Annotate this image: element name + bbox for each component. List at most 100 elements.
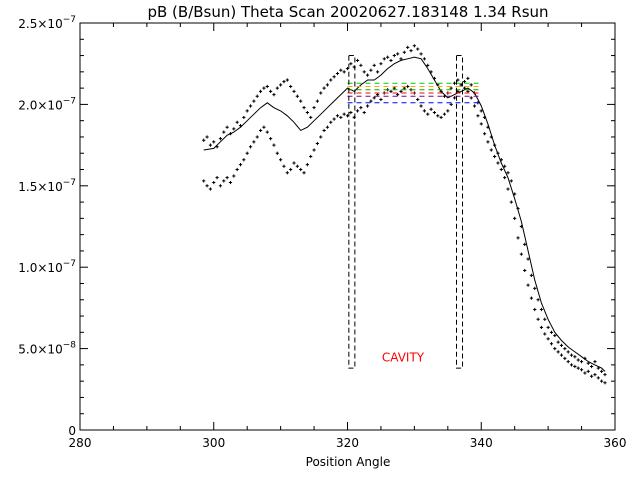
data-point [339,68,343,72]
data-point [289,84,293,89]
data-point [285,78,289,82]
data-point [543,317,547,321]
data-point [372,96,376,100]
data-point [499,167,503,172]
data-point [305,163,309,167]
data-point [225,125,229,129]
data-point [299,99,303,103]
data-point [596,366,600,370]
data-point [245,109,249,113]
point-series-2 [202,83,607,385]
data-point [315,99,320,103]
data-point [506,171,510,175]
data-point [372,63,376,67]
data-point [513,216,517,220]
data-point [533,307,537,312]
data-point [556,340,560,344]
x-tick-label: 280 [69,436,92,450]
cavity-boundary-box [456,55,464,369]
data-point [242,158,246,162]
data-point [275,151,279,155]
data-point [419,52,423,56]
data-point [533,286,537,290]
data-point [332,75,336,79]
data-point [386,55,390,59]
data-point [389,58,393,63]
data-point [482,132,487,136]
data-point [255,135,259,139]
x-axis-label: Position Angle [306,455,391,469]
data-point [479,109,483,113]
data-point [472,104,477,108]
data-point [268,89,273,93]
data-point [432,110,437,115]
data-point [566,360,570,364]
data-point [406,84,410,89]
data-point [429,107,433,111]
data-point [319,91,323,95]
data-point [402,86,406,90]
data-point [379,62,383,66]
data-point [426,63,430,67]
data-point [469,96,473,100]
data-point [289,167,293,172]
data-point [258,89,263,93]
data-point [439,115,443,120]
data-point [486,140,490,144]
data-point [252,99,256,103]
data-point [402,50,406,54]
data-point [576,366,580,370]
data-point [319,135,323,139]
data-point [222,130,226,134]
x-tick-label: 340 [470,436,493,450]
data-point [446,109,450,113]
data-point [332,117,336,121]
data-point [302,106,306,110]
data-point [292,89,296,93]
data-point [396,52,400,56]
data-point [342,112,346,116]
y-tick-label: 2.5×10−7 [18,15,76,31]
data-point [406,45,410,50]
data-point [349,62,353,66]
data-point [235,167,239,172]
data-point [549,342,554,346]
data-point [205,135,209,139]
data-point [566,350,570,354]
data-point [302,171,306,175]
data-point [279,83,283,87]
data-point [573,355,577,359]
data-point [506,187,510,191]
data-point [573,364,577,369]
data-point [569,353,574,357]
data-point [416,47,420,51]
data-point [539,325,544,330]
data-point [375,93,380,97]
data-point [503,176,507,180]
data-point [265,84,269,89]
data-point [449,102,453,106]
data-point [359,63,363,67]
data-point [496,161,500,165]
data-point [369,99,373,103]
data-point [399,57,403,61]
data-point [369,68,373,72]
data-point [519,252,523,256]
data-point [272,93,276,97]
x-tick-label: 320 [336,436,359,450]
data-point [362,70,366,74]
data-point [436,114,440,118]
data-point [546,325,550,330]
y-tick-label: 1.0×10−7 [18,259,76,275]
data-point [232,174,236,178]
data-point [335,71,340,76]
data-point [553,347,557,351]
data-point [466,89,470,93]
data-point [579,360,584,364]
smoothed-line [203,56,606,372]
data-point [603,381,607,385]
data-point [543,332,547,336]
data-point [489,148,493,152]
data-point [462,86,467,90]
data-point [392,53,396,58]
